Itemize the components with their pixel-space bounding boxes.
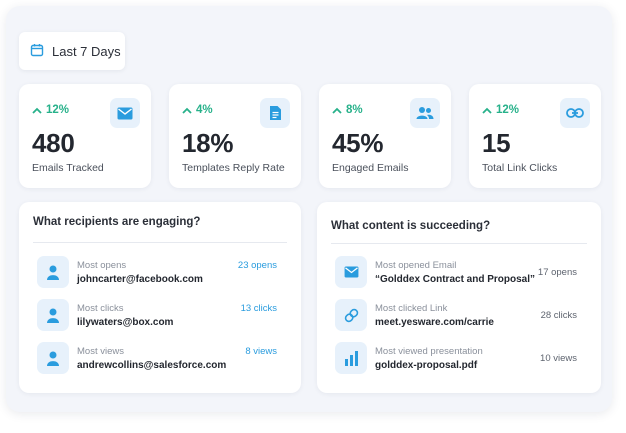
row-value: andrewcollins@salesforce.com [77,360,227,371]
list-item[interactable]: Most opened Email “Golddex Contract and … [335,256,583,290]
stat-card-templates-reply-rate: 4% 18% Templates Reply Rate [169,84,301,188]
list-item[interactable]: Most clicks lilywaters@box.com 13 clicks [37,299,283,333]
date-range-label: Last 7 Days [52,43,121,59]
stat-card-total-link-clicks: 12% 15 Total Link Clicks [469,84,601,188]
stat-value: 45% [332,128,384,158]
row-label: Most clicks [77,303,124,314]
stat-label: Engaged Emails [332,162,409,174]
row-label: Most opens [77,260,127,271]
link-icon [335,299,367,331]
chevron-up-icon [32,107,42,114]
envelope-icon [335,256,367,288]
row-value: golddex-proposal.pdf [375,360,478,371]
trend-up: 12% [32,104,69,116]
date-range-button[interactable]: Last 7 Days [19,32,125,70]
list-item[interactable]: Most viewed presentation golddex-proposa… [335,342,583,376]
row-count: 8 views [245,346,277,357]
row-value: lilywaters@box.com [77,317,174,328]
row-count: 13 clicks [240,303,277,314]
chevron-up-icon [182,107,192,114]
chevron-up-icon [482,107,492,114]
list-item[interactable]: Most opens johncarter@facebook.com 23 op… [37,256,283,290]
stat-value: 480 [32,128,75,158]
stat-value: 18% [182,128,234,158]
row-value: meet.yesware.com/carrie [375,317,494,328]
divider [331,243,587,244]
row-count: 10 views [540,353,577,364]
row-label: Most viewed presentation [375,346,483,357]
document-icon [260,98,290,128]
row-value: “Golddex Contract and Proposal” [375,274,536,285]
row-count: 17 opens [537,267,577,278]
row-count: 23 opens [237,260,277,271]
row-value: johncarter@facebook.com [77,274,203,285]
stat-card-engaged-emails: 8% 45% Engaged Emails [319,84,451,188]
user-icon [37,342,69,374]
link-icon [560,98,590,128]
stat-label: Total Link Clicks [482,162,558,174]
card-title: What content is succeeding? [331,220,491,232]
divider [33,242,287,243]
stat-value: 15 [482,128,511,158]
card-title: What recipients are engaging? [33,216,201,228]
users-icon [410,98,440,128]
list-item[interactable]: Most views andrewcollins@salesforce.com … [37,342,283,376]
row-count: 28 clicks [540,310,577,321]
content-card: What content is succeeding? Most opened … [317,202,601,393]
stat-label: Templates Reply Rate [182,162,285,174]
chevron-up-icon [332,107,342,114]
row-label: Most opened Email [375,260,457,271]
envelope-icon [110,98,140,128]
user-icon [37,299,69,331]
trend-up: 4% [182,104,213,116]
list-item[interactable]: Most clicked Link meet.yesware.com/carri… [335,299,583,333]
trend-up: 12% [482,104,519,116]
bar-chart-icon [335,342,367,374]
stat-label: Emails Tracked [32,162,104,174]
row-label: Most clicked Link [375,303,448,314]
trend-up: 8% [332,104,363,116]
row-label: Most views [77,346,124,357]
stat-card-emails-tracked: 12% 480 Emails Tracked [19,84,151,188]
calendar-icon [30,43,44,60]
recipients-card: What recipients are engaging? Most opens… [19,202,301,393]
user-icon [37,256,69,288]
